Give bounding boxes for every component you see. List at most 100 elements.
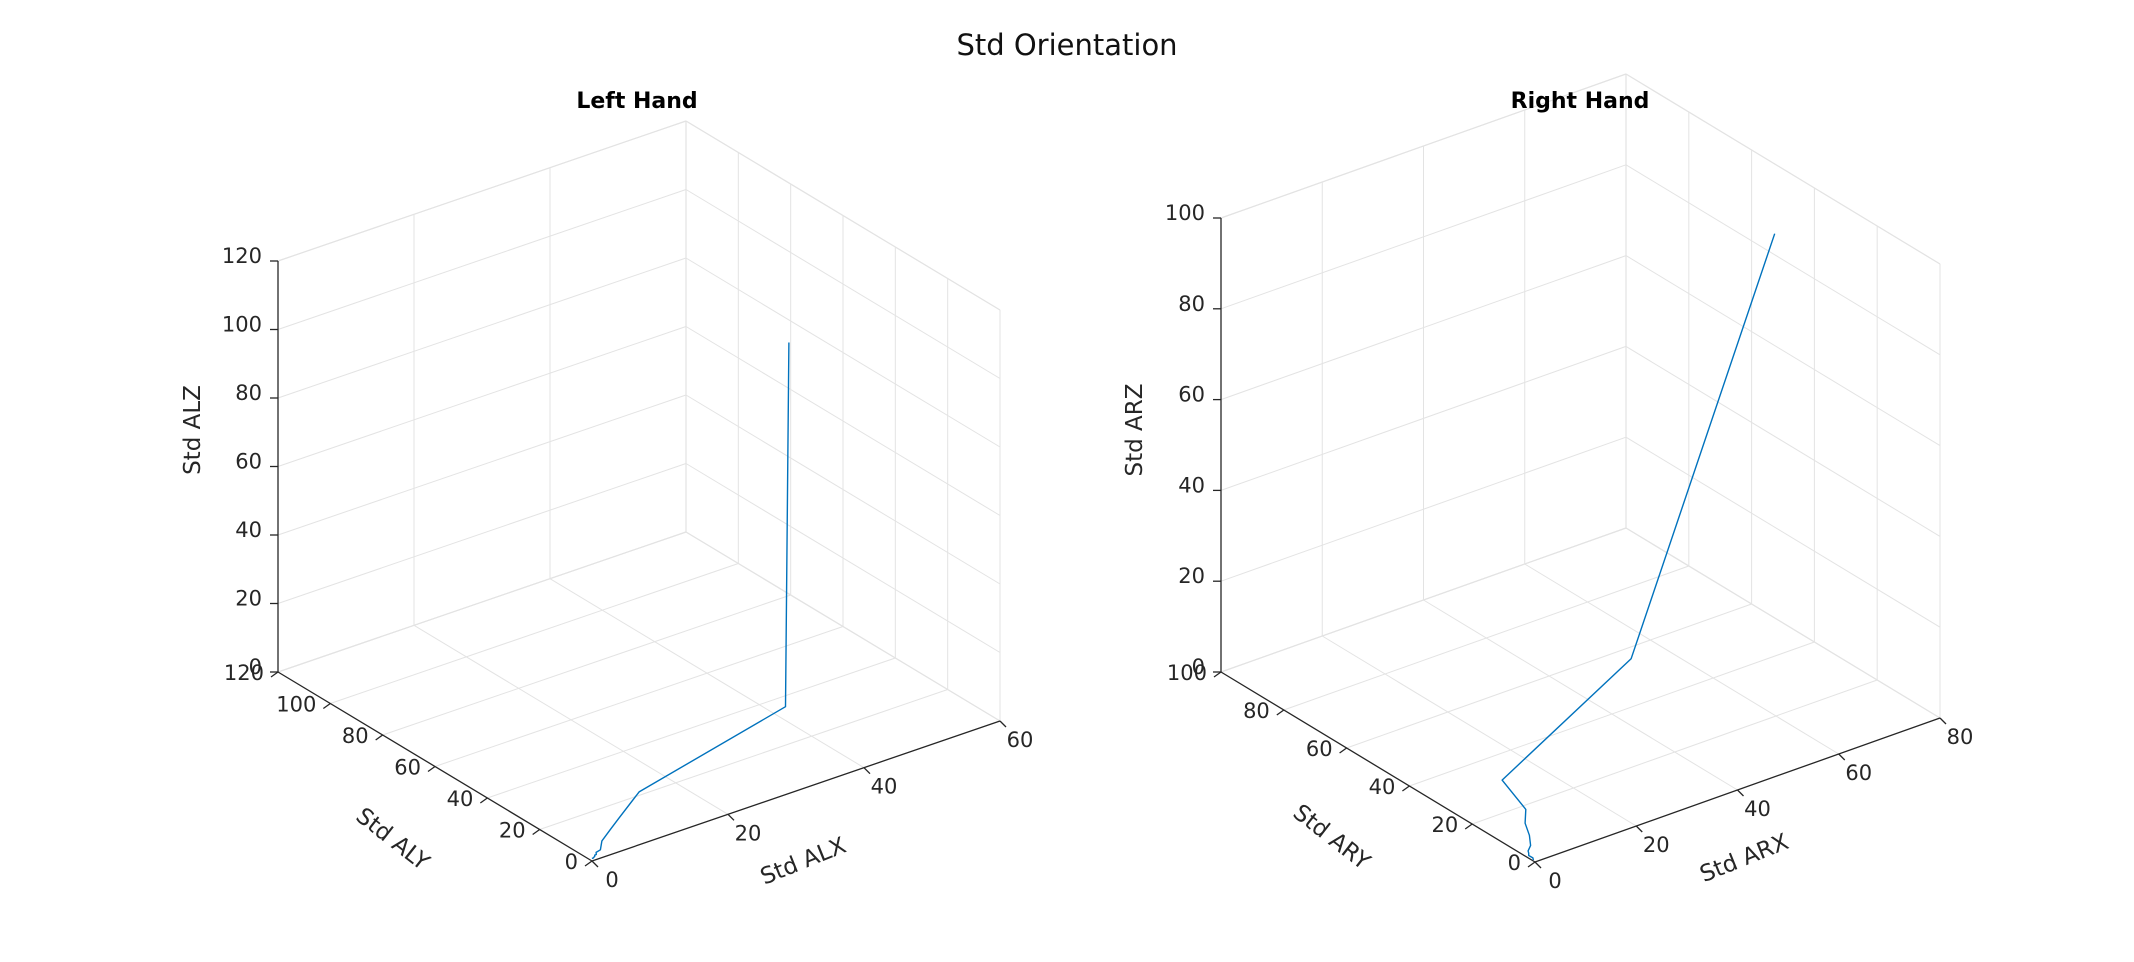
z-tick-label: 100 [1165,201,1205,225]
x-tick-mark [727,813,735,821]
grid-line [382,594,791,736]
grid-line [277,189,687,330]
z-axis-label: Std ALZ [180,385,206,475]
grid-line [685,531,1001,722]
grid-line [277,326,687,467]
y-tick-mark [479,797,488,804]
y-tick-mark [427,765,436,773]
grid-line [1625,255,1941,447]
grid-line [1220,436,1627,582]
y-tick-label: 20 [1431,813,1458,837]
y-tick-mark [1276,709,1285,716]
y-tick-label: 40 [1369,775,1396,799]
grid-line [1472,679,1878,825]
z-tick-label: 20 [235,587,262,611]
subplot-title: Left Hand [576,89,697,114]
grid-line [330,563,739,704]
x-tick-label: 80 [1947,725,1974,749]
z-axis-label: Std ARZ [1122,384,1148,477]
z-tick-label: 60 [1178,383,1205,407]
y-tick-label: 60 [394,756,421,780]
x-tick-mark [1939,717,1947,725]
data-series-line [1501,233,1776,861]
grid-line [1625,436,1941,628]
grid-line [277,120,687,262]
x-tick-label: 60 [1845,761,1872,785]
y-tick-mark [375,734,384,741]
y-tick-label: 20 [499,819,526,843]
x-tick-label: 60 [1007,728,1034,752]
grid-line [1625,345,1941,537]
y-tick-label: 0 [1508,851,1521,875]
x-tick-label: 40 [871,775,898,799]
x-tick-mark [591,860,599,868]
y-axis-label: Std ARY [1288,800,1376,876]
x-axis-label: Std ALX [757,833,850,891]
grid-line [685,189,1001,379]
grid-line [685,463,1001,653]
z-tick-label: 60 [235,450,262,474]
grid-line [1423,599,1738,791]
grid-line [1283,565,1689,711]
z-tick-label: 40 [235,518,262,542]
y-tick-mark [1339,747,1347,754]
grid-line [1220,255,1627,401]
x-tick-mark [1737,789,1744,797]
y-tick-mark [1402,785,1410,792]
data-series-line [591,342,790,860]
z-tick-label: 0 [249,655,262,679]
x-tick-mark [863,767,871,775]
y-tick-mark [532,828,541,836]
z-tick-label: 40 [1178,473,1205,497]
subplot-title: Right Hand [1511,89,1650,114]
y-tick-label: 120 [224,661,264,685]
z-tick-label: 80 [235,381,262,405]
x-tick-label: 0 [605,868,618,892]
grid-line [1409,641,1815,787]
y-tick-label: 100 [276,693,316,717]
y-tick-mark [1213,671,1222,678]
y-tick-label: 40 [447,787,474,811]
x-tick-mark [1838,753,1846,761]
y-tick-label: 100 [1167,661,1207,685]
y-tick-mark [584,860,593,867]
y-tick-mark [1464,823,1473,830]
y-tick-label: 80 [1243,699,1270,723]
grid-line [685,326,1001,516]
x-tick-mark [1534,861,1542,869]
y-tick-label: 0 [565,850,578,874]
grid-line [277,531,687,673]
z-tick-label: 80 [1178,292,1205,316]
figure-title: Std Orientation [956,28,1178,62]
y-tick-label: 60 [1306,737,1333,761]
grid-line [1220,164,1627,310]
grid-line [1625,164,1941,356]
grid-line [685,394,1001,585]
grid-line [1220,527,1627,673]
grid-line [487,657,896,799]
x-axis-label: Std ARX [1696,829,1792,888]
grid-line [277,394,687,536]
x-tick-label: 40 [1744,797,1771,821]
x-tick-mark [1635,825,1643,833]
grid-line [434,626,844,767]
y-axis-label: Std ALY [351,803,435,876]
x-tick-label: 0 [1548,869,1561,893]
grid-line [1346,603,1752,749]
grid-line [1625,527,1941,719]
z-tick-label: 0 [1192,655,1205,679]
y-tick-label: 80 [342,724,369,748]
grid-line [277,463,687,604]
y-tick-mark [270,671,279,678]
grid-line [685,257,1001,448]
grid-line [1625,73,1941,265]
subplot-left-hand: 0204060020406080100120020406080100120Lef… [180,89,1033,892]
z-tick-label: 120 [222,244,262,268]
z-tick-label: 100 [222,313,262,337]
grid-line [685,120,1001,311]
grid-line [277,257,687,399]
y-tick-mark [1527,861,1536,868]
grid-line [1321,635,1637,827]
